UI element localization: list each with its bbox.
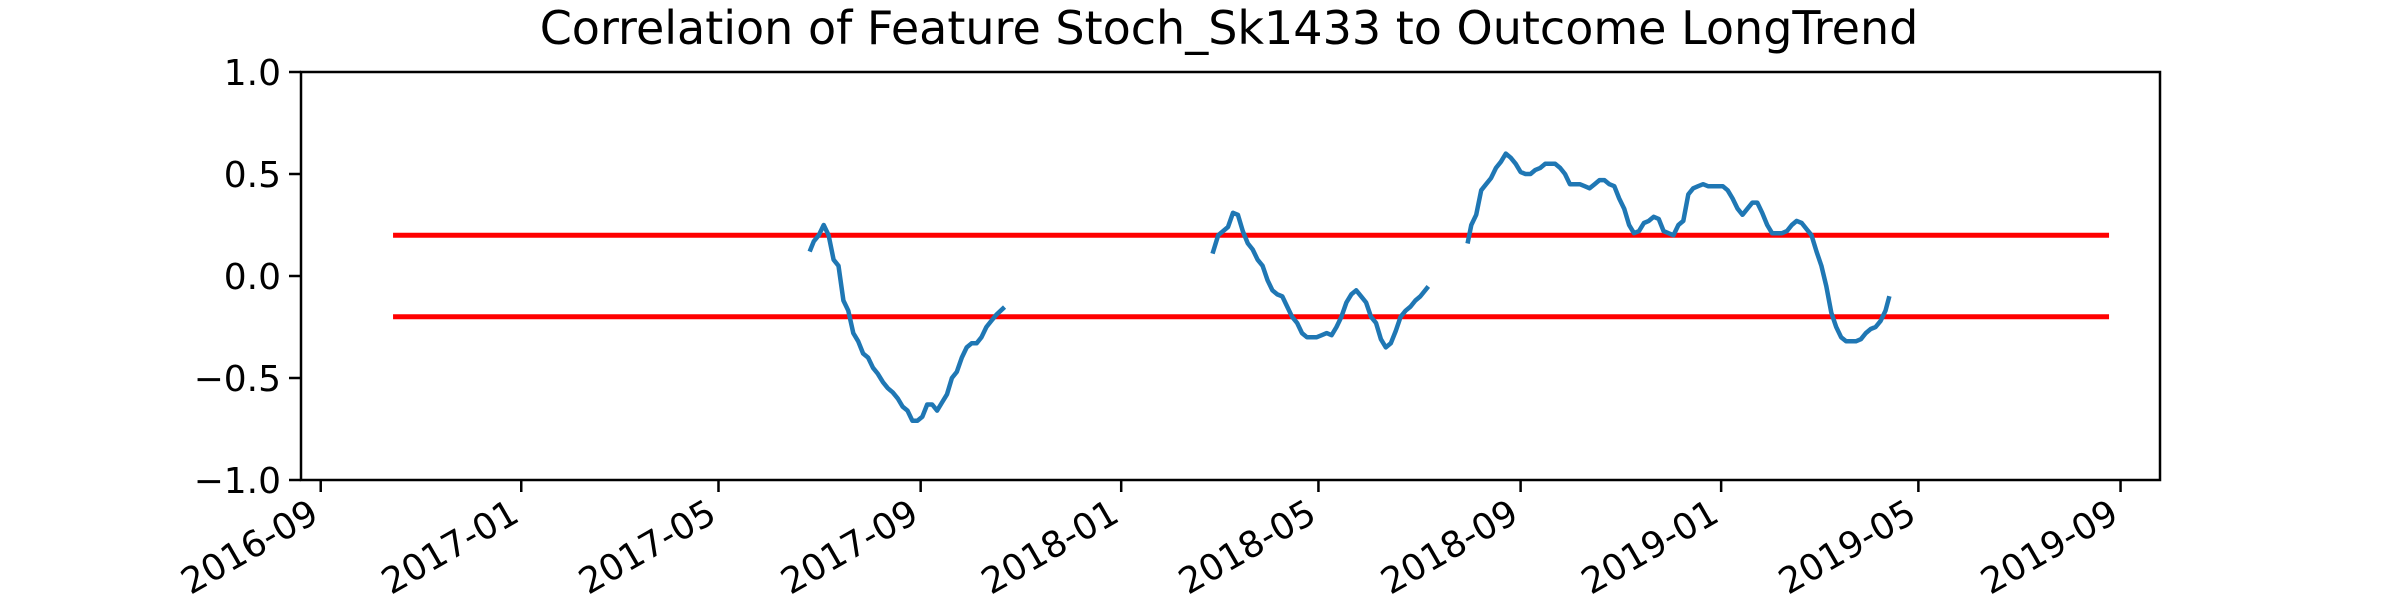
- chart-title: Correlation of Feature Stoch_Sk1433 to O…: [540, 1, 1919, 55]
- x-tick-label: 2017-09: [774, 492, 925, 600]
- y-tick-label: −1.0: [194, 461, 281, 502]
- series-segment-2: [1210, 210, 1431, 350]
- y-tick-label: −0.5: [194, 359, 281, 400]
- series-lines: [807, 151, 1892, 424]
- threshold-lines: [393, 232, 2110, 320]
- y-tick-label: 0.5: [224, 155, 281, 196]
- x-tick-label: 2019-01: [1575, 492, 1726, 600]
- y-tick-label: 0.0: [224, 257, 281, 298]
- x-tick-label: 2018-09: [1374, 492, 1525, 600]
- x-tick-label: 2019-05: [1772, 492, 1923, 600]
- x-tick-label: 2019-09: [1974, 492, 2125, 600]
- plot-area-frame: [299, 70, 2162, 482]
- x-tick-label: 2018-05: [1172, 492, 1323, 600]
- y-axis: 1.0 0.5 0.0 −0.5 −1.0: [194, 53, 301, 502]
- y-tick-label: 1.0: [224, 53, 281, 94]
- series-segment-3: [1465, 151, 1892, 344]
- x-tick-label: 2017-01: [375, 492, 526, 600]
- x-tick-label: 2017-05: [572, 492, 723, 600]
- x-tick-label: 2016-09: [174, 492, 325, 600]
- series-segment-1: [807, 222, 1007, 424]
- x-tick-label: 2018-01: [975, 492, 1126, 600]
- x-axis: 2016-09 2017-01 2017-05 2017-09 2018-01 2018-…: [174, 480, 2125, 600]
